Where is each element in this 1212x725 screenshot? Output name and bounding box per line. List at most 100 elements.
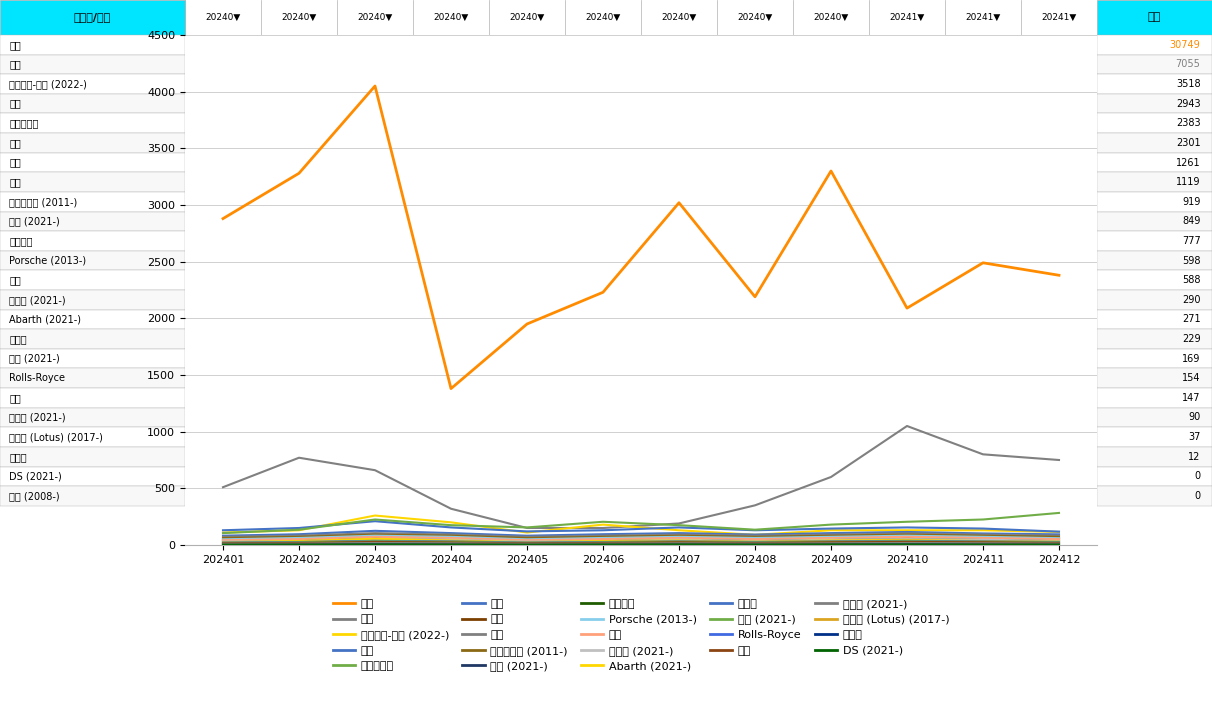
Text: 0: 0: [1194, 471, 1201, 481]
FancyBboxPatch shape: [1097, 270, 1212, 290]
FancyBboxPatch shape: [1097, 153, 1212, 173]
Text: DS (2021-): DS (2021-): [10, 471, 62, 481]
FancyBboxPatch shape: [1097, 74, 1212, 94]
Text: 三菱: 三菱: [10, 59, 21, 70]
Text: Porsche (2013-): Porsche (2013-): [10, 256, 86, 265]
FancyBboxPatch shape: [1097, 368, 1212, 388]
Text: 20241▼: 20241▼: [1041, 13, 1076, 22]
FancyBboxPatch shape: [0, 407, 185, 427]
FancyBboxPatch shape: [0, 153, 185, 173]
Text: 229: 229: [1182, 334, 1201, 344]
Text: 梅赛德斯-奔驰 (2022-): 梅赛德斯-奔驰 (2022-): [10, 79, 87, 89]
Text: 20240▼: 20240▼: [585, 13, 621, 22]
Text: 斯巴鲁: 斯巴鲁: [10, 334, 27, 344]
FancyBboxPatch shape: [1097, 329, 1212, 349]
Text: 271: 271: [1182, 315, 1201, 324]
FancyBboxPatch shape: [0, 212, 185, 231]
FancyBboxPatch shape: [1097, 388, 1212, 407]
Text: 20241▼: 20241▼: [890, 13, 925, 22]
Legend: 日产, 三菱, 梅赛德斯-奔驰 (2022-), 宝马, 比亚迪汽车, 奥迪, 丰田, 大众, 沃尔沃汽车 (2011-), 吉普 (2021-), 雷克萨斯,: 日产, 三菱, 梅赛德斯-奔驰 (2022-), 宝马, 比亚迪汽车, 奥迪, …: [328, 594, 954, 676]
FancyBboxPatch shape: [0, 368, 185, 388]
Text: 1261: 1261: [1176, 157, 1201, 167]
FancyBboxPatch shape: [1097, 310, 1212, 329]
FancyBboxPatch shape: [1097, 0, 1212, 35]
Text: 169: 169: [1182, 354, 1201, 364]
FancyBboxPatch shape: [1097, 427, 1212, 447]
Text: 20240▼: 20240▼: [813, 13, 848, 22]
Text: 1119: 1119: [1176, 177, 1201, 187]
Text: 90: 90: [1188, 413, 1201, 423]
Text: 沃尔沃汽车 (2011-): 沃尔沃汽车 (2011-): [10, 196, 78, 207]
Text: 2383: 2383: [1176, 118, 1201, 128]
FancyBboxPatch shape: [0, 447, 185, 467]
Text: 3518: 3518: [1176, 79, 1201, 89]
Text: 菲亚特 (2021-): 菲亚特 (2021-): [10, 295, 65, 304]
Text: 20240▼: 20240▼: [662, 13, 697, 22]
Text: 现代: 现代: [10, 276, 21, 285]
Text: 2943: 2943: [1176, 99, 1201, 109]
FancyBboxPatch shape: [1097, 94, 1212, 113]
FancyBboxPatch shape: [0, 349, 185, 368]
FancyBboxPatch shape: [1097, 35, 1212, 54]
FancyBboxPatch shape: [1097, 467, 1212, 486]
Text: 147: 147: [1182, 393, 1201, 403]
Text: 20240▼: 20240▼: [509, 13, 544, 22]
Text: Rolls-Royce: Rolls-Royce: [10, 373, 65, 384]
FancyBboxPatch shape: [1097, 173, 1212, 192]
Text: 7055: 7055: [1176, 59, 1201, 70]
Text: Abarth (2021-): Abarth (2021-): [10, 315, 81, 324]
FancyBboxPatch shape: [1097, 54, 1212, 74]
Text: 12: 12: [1188, 452, 1201, 462]
FancyBboxPatch shape: [0, 173, 185, 192]
Text: 849: 849: [1182, 216, 1201, 226]
Text: 标致 (2021-): 标致 (2021-): [10, 354, 61, 364]
Text: 290: 290: [1182, 295, 1201, 304]
FancyBboxPatch shape: [0, 310, 185, 329]
Text: 大众: 大众: [10, 177, 21, 187]
FancyBboxPatch shape: [1097, 212, 1212, 231]
FancyBboxPatch shape: [1097, 349, 1212, 368]
Text: 比亚迪汽车: 比亚迪汽车: [10, 118, 39, 128]
Text: 20241▼: 20241▼: [966, 13, 1001, 22]
FancyBboxPatch shape: [1097, 251, 1212, 270]
FancyBboxPatch shape: [0, 329, 185, 349]
Text: 捷豹 (2008-): 捷豹 (2008-): [10, 491, 59, 501]
FancyBboxPatch shape: [0, 74, 185, 94]
FancyBboxPatch shape: [1097, 486, 1212, 506]
Text: 本田: 本田: [10, 393, 21, 403]
Text: 雪铁龙 (2021-): 雪铁龙 (2021-): [10, 413, 65, 423]
FancyBboxPatch shape: [0, 388, 185, 407]
FancyBboxPatch shape: [0, 270, 185, 290]
Text: 30749: 30749: [1170, 40, 1201, 50]
FancyBboxPatch shape: [0, 251, 185, 270]
Text: 马自达: 马自达: [10, 452, 27, 462]
Text: 2301: 2301: [1176, 138, 1201, 148]
Text: 路特斯 (Lotus) (2017-): 路特斯 (Lotus) (2017-): [10, 432, 103, 442]
FancyBboxPatch shape: [0, 290, 185, 310]
Text: 合计: 合计: [1148, 12, 1161, 22]
Text: 雷克萨斯: 雷克萨斯: [10, 236, 33, 246]
Text: 20240▼: 20240▼: [737, 13, 772, 22]
Text: 777: 777: [1182, 236, 1201, 246]
Text: 154: 154: [1182, 373, 1201, 384]
Text: 吉普 (2021-): 吉普 (2021-): [10, 216, 61, 226]
FancyBboxPatch shape: [0, 0, 185, 35]
Text: 丰田: 丰田: [10, 157, 21, 167]
FancyBboxPatch shape: [1097, 113, 1212, 133]
Text: 37: 37: [1188, 432, 1201, 442]
FancyBboxPatch shape: [1097, 447, 1212, 467]
FancyBboxPatch shape: [0, 467, 185, 486]
FancyBboxPatch shape: [0, 192, 185, 212]
Text: 日产: 日产: [10, 40, 21, 50]
Text: 20240▼: 20240▼: [281, 13, 316, 22]
Text: 20240▼: 20240▼: [205, 13, 241, 22]
FancyBboxPatch shape: [0, 113, 185, 133]
Text: 588: 588: [1182, 276, 1201, 285]
FancyBboxPatch shape: [0, 94, 185, 113]
Text: 20240▼: 20240▼: [434, 13, 469, 22]
Text: 奥迪: 奥迪: [10, 138, 21, 148]
FancyBboxPatch shape: [0, 231, 185, 251]
FancyBboxPatch shape: [1097, 192, 1212, 212]
FancyBboxPatch shape: [0, 133, 185, 153]
FancyBboxPatch shape: [0, 54, 185, 74]
